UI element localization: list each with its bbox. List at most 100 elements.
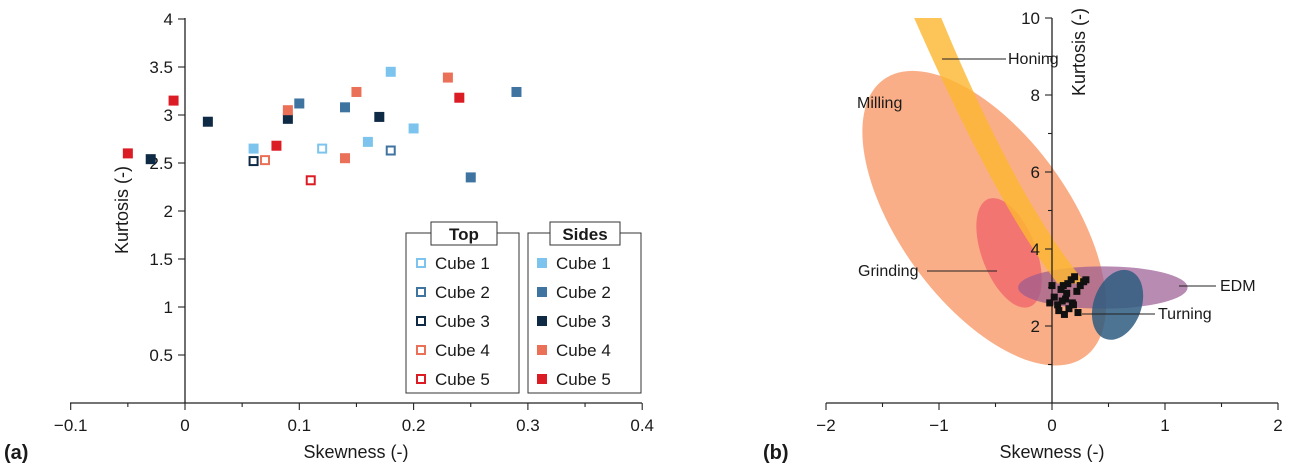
panel-a-y-tick-label: 1.5 bbox=[149, 250, 173, 269]
region-label-honing: Honing bbox=[1008, 51, 1059, 68]
region-honing bbox=[914, 18, 1086, 284]
panel-b-y-label: Kurtosis (-) bbox=[1069, 8, 1089, 96]
data-point bbox=[1050, 293, 1058, 301]
legend-top: Top Cube 1 Cube 2 Cube 3 Cube 4 Cube 5 bbox=[405, 221, 520, 394]
data-point bbox=[305, 175, 316, 186]
data-point bbox=[1076, 282, 1084, 290]
legend-marker bbox=[416, 316, 426, 326]
panel-a-y-label: Kurtosis (-) bbox=[112, 166, 132, 254]
data-point bbox=[1065, 305, 1073, 313]
panel-a-x-tick-label: 0 bbox=[180, 416, 189, 435]
region-label-edm: EDM bbox=[1220, 278, 1256, 295]
data-point bbox=[122, 148, 133, 159]
legend-sides: Sides Cube 1 Cube 2 Cube 3 Cube 4 Cube 5 bbox=[527, 221, 642, 394]
panel-b-tag: (b) bbox=[763, 442, 789, 464]
panel-b-x-tick-label: 2 bbox=[1273, 416, 1282, 435]
panel-b-y-tick-label: 10 bbox=[1021, 9, 1040, 28]
panel-a-scatter: −0.1 0 0.1 0.2 0.3 0.4 0.511.522.533.54 Skewn… bbox=[4, 10, 654, 464]
legend-marker bbox=[537, 316, 547, 326]
legend-marker bbox=[416, 287, 426, 297]
panel-a-y-tick-label: 3.5 bbox=[149, 58, 173, 77]
legend-marker bbox=[416, 345, 426, 355]
data-point bbox=[248, 143, 259, 154]
panel-b-x-ticks: −2 −1 0 1 2 bbox=[816, 403, 1283, 435]
panel-a-x-tick-label: 0.3 bbox=[516, 416, 540, 435]
data-point bbox=[202, 116, 213, 127]
data-point bbox=[1060, 310, 1068, 318]
legend-marker bbox=[537, 258, 547, 268]
data-point bbox=[1058, 297, 1066, 305]
legend-top-title-box bbox=[430, 221, 498, 246]
legend-marker bbox=[416, 374, 426, 384]
data-point bbox=[168, 95, 179, 106]
legend-marker bbox=[537, 287, 547, 297]
data-point bbox=[374, 111, 385, 122]
legend-marker bbox=[537, 374, 547, 384]
data-point bbox=[340, 102, 351, 113]
legend-top-entries: Cube 1 Cube 2 Cube 3 Cube 4 Cube 5 bbox=[416, 254, 490, 389]
panel-a-y-tick-label: 2 bbox=[164, 202, 173, 221]
data-point bbox=[1064, 280, 1072, 288]
legend-entry-label: Cube 3 bbox=[556, 312, 611, 331]
panel-b-x-tick-label: −2 bbox=[816, 416, 835, 435]
data-point bbox=[351, 86, 362, 97]
panel-a-y-tick-label: 0.5 bbox=[149, 346, 173, 365]
region-label-turning: Turning bbox=[1158, 306, 1212, 323]
legend-marker bbox=[537, 345, 547, 355]
data-point bbox=[145, 154, 156, 165]
data-point bbox=[1057, 285, 1065, 293]
panel-a-tag: (a) bbox=[4, 442, 28, 464]
legend-entry-label: Cube 2 bbox=[435, 283, 490, 302]
panel-b-x-tick-label: −1 bbox=[929, 416, 948, 435]
legend-marker bbox=[416, 258, 426, 268]
panel-a-x-ticks: −0.1 0 0.1 0.2 0.3 0.4 bbox=[54, 403, 654, 435]
data-point bbox=[1059, 282, 1067, 290]
panel-a-x-tick-label: −0.1 bbox=[54, 416, 88, 435]
data-point bbox=[1046, 299, 1054, 307]
panel-b-regions: −2 −1 0 1 2 2 4 6 8 10 Honing Grinding EDM Turning M… bbox=[763, 8, 1283, 464]
panel-a-x-label: Skewness (-) bbox=[303, 442, 408, 462]
data-point bbox=[442, 72, 453, 83]
legend-entry-label: Cube 5 bbox=[435, 370, 490, 389]
data-point bbox=[260, 155, 271, 166]
legend-entry-label: Cube 4 bbox=[556, 341, 611, 360]
panel-a-x-tick-label: 0.2 bbox=[402, 416, 426, 435]
panel-b-x-label: Skewness (-) bbox=[999, 442, 1104, 462]
legend-sides-entries: Cube 1 Cube 2 Cube 3 Cube 4 Cube 5 bbox=[537, 254, 611, 389]
region-label-milling: Milling bbox=[857, 95, 902, 112]
panel-b-x-tick-label: 1 bbox=[1160, 416, 1169, 435]
panel-b-process-regions bbox=[862, 18, 1188, 366]
panel-a-y-tick-label: 4 bbox=[164, 10, 173, 29]
region-turning bbox=[1091, 269, 1144, 340]
legend-sides-title-box bbox=[549, 221, 621, 246]
panel-a-points bbox=[122, 66, 522, 186]
panel-b-y-tick-label: 6 bbox=[1031, 163, 1040, 182]
legend-entry-label: Cube 1 bbox=[556, 254, 611, 273]
data-point bbox=[248, 156, 259, 167]
data-point bbox=[1069, 301, 1077, 309]
panel-b-y-ticks: 2 4 6 8 10 bbox=[1021, 9, 1052, 366]
panel-a-y-tick-label: 3 bbox=[164, 106, 173, 125]
region-label-grinding: Grinding bbox=[858, 263, 918, 280]
data-point bbox=[465, 172, 476, 183]
panel-a-x-tick-label: 0.1 bbox=[287, 416, 311, 435]
panel-b-y-tick-label: 2 bbox=[1031, 317, 1040, 336]
legend-entry-label: Cube 5 bbox=[556, 370, 611, 389]
data-point bbox=[1055, 307, 1063, 315]
legend-entry-label: Cube 3 bbox=[435, 312, 490, 331]
panel-b-x-tick-label: 0 bbox=[1047, 416, 1056, 435]
data-point bbox=[511, 86, 522, 97]
panel-a-y-ticks: 0.511.522.533.54 bbox=[149, 10, 185, 365]
data-point bbox=[1071, 273, 1079, 281]
panel-a-x-tick-label: 0.4 bbox=[630, 416, 654, 435]
data-point bbox=[454, 92, 465, 103]
data-point bbox=[340, 153, 351, 164]
panel-b-region-labels: Honing Grinding EDM Turning Milling bbox=[857, 51, 1256, 323]
data-point bbox=[362, 136, 373, 147]
legend-entry-label: Cube 4 bbox=[435, 341, 490, 360]
data-point bbox=[282, 105, 293, 116]
legend-entry-label: Cube 1 bbox=[435, 254, 490, 273]
panel-b-y-tick-label: 8 bbox=[1031, 86, 1040, 105]
legend-top-title: Top bbox=[449, 225, 479, 244]
